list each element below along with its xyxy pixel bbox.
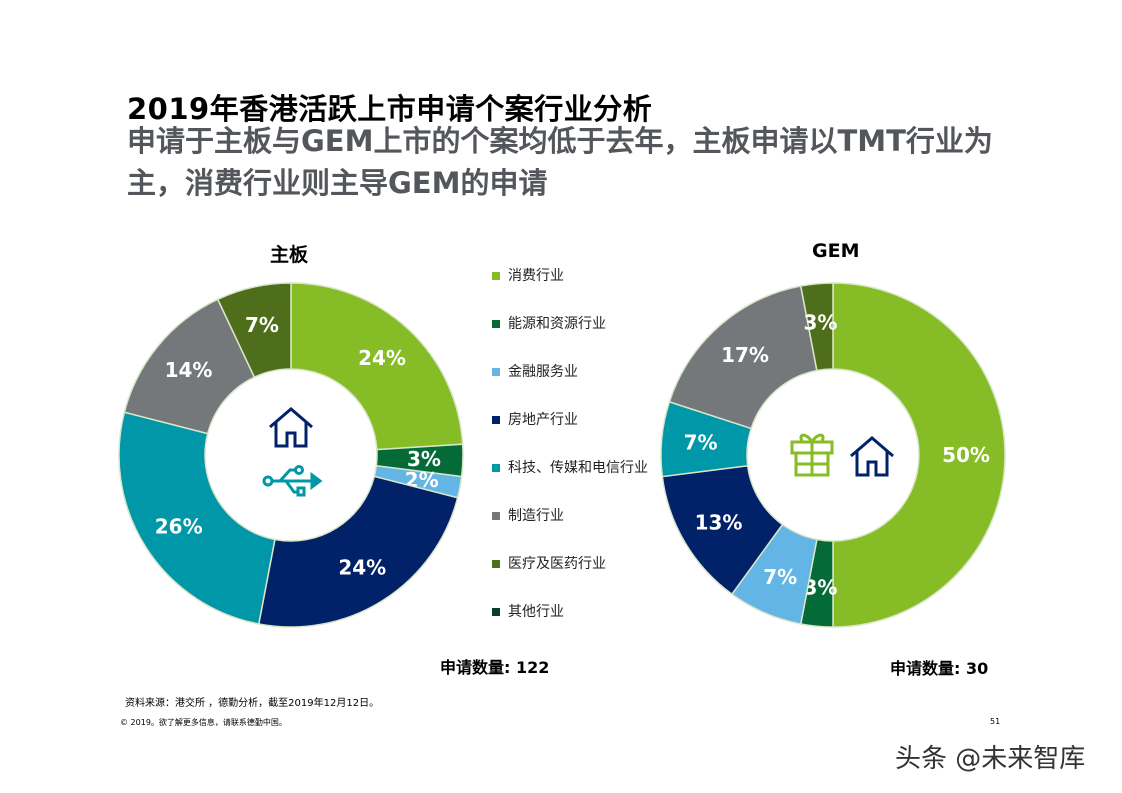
legend-item: 金融服务业 [492, 362, 657, 382]
gem-donut: 50%3%7%13%7%17%3% [660, 282, 1006, 628]
slice-label: 26% [155, 514, 203, 538]
slice-label: 24% [338, 555, 386, 579]
donut-slice [290, 282, 464, 451]
page-title: 2019年香港活跃上市申请个案行业分析 [127, 92, 653, 126]
slice-label: 14% [165, 358, 213, 382]
slice-label: 24% [358, 346, 406, 370]
slice-label: 50% [942, 443, 990, 467]
legend-swatch [492, 464, 500, 472]
legend-label: 其他行业 [508, 604, 564, 620]
slice-label: 3% [407, 447, 441, 471]
legend-swatch [492, 560, 500, 568]
legend-swatch [492, 416, 500, 424]
legend-swatch [492, 512, 500, 520]
gem-chart-title: GEM [812, 240, 860, 262]
legend-label: 科技、传媒和电信行业 [508, 460, 648, 476]
legend-item: 科技、传媒和电信行业 [492, 458, 657, 478]
donut-slice [257, 475, 459, 628]
donut-slice [668, 285, 818, 430]
usb-icon [262, 465, 323, 497]
legend-swatch [492, 608, 500, 616]
legend-label: 消费行业 [508, 268, 564, 284]
legend-swatch [492, 320, 500, 328]
main-board-count: 申请数量: 122 [440, 658, 550, 677]
slice-label: 7% [763, 565, 797, 589]
legend-item: 制造行业 [492, 506, 657, 526]
legend-label: 能源和资源行业 [508, 316, 606, 332]
slice-label: 7% [684, 430, 718, 454]
house-icon [850, 436, 894, 477]
watermark: 头条 @未来智库 [895, 744, 1086, 774]
slice-label: 13% [695, 511, 743, 535]
copyright: © 2019。欲了解更多信息，请联系德勤中国。 [120, 718, 287, 727]
donut-slice [118, 411, 276, 625]
slice-label: 17% [721, 343, 769, 367]
legend-item: 其他行业 [492, 602, 657, 622]
gem-count: 申请数量: 30 [890, 659, 989, 678]
main-board-chart-title: 主板 [270, 244, 309, 266]
donut-slice [216, 282, 292, 379]
legend-item: 消费行业 [492, 266, 657, 286]
donut-slice [832, 282, 1006, 628]
source-note: 资料来源：港交所 ，德勤分析，截至2019年12月12日。 [125, 698, 380, 709]
legend-item: 房地产行业 [492, 410, 657, 430]
legend-label: 房地产行业 [508, 412, 578, 428]
legend-label: 金融服务业 [508, 364, 578, 380]
legend-swatch [492, 272, 500, 280]
gift-icon [790, 433, 834, 477]
donut-slice [799, 282, 834, 372]
legend-label: 医疗及医药行业 [508, 556, 606, 572]
legend-swatch [492, 368, 500, 376]
house-icon [269, 407, 313, 448]
page-subtitle: 申请于主板与GEM上市的个案均低于去年，主板申请以TMT行业为主，消费行业则主导… [127, 124, 993, 200]
main-board-donut: 24%3%2%24%26%14%7% [118, 282, 464, 628]
legend-item: 医疗及医药行业 [492, 554, 657, 574]
legend-label: 制造行业 [508, 508, 564, 524]
legend-item: 能源和资源行业 [492, 314, 657, 334]
page-number: 51 [990, 717, 1001, 726]
slice-label: 7% [245, 313, 279, 337]
slice-label: 3% [803, 311, 837, 335]
